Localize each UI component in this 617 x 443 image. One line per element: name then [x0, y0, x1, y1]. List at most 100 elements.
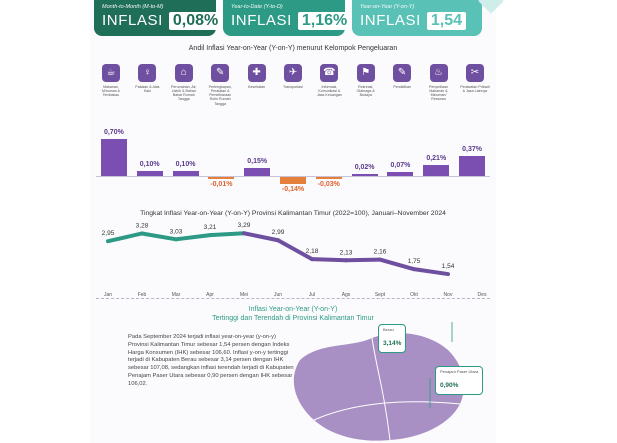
- ytd-label: INFLASI: [231, 12, 292, 29]
- inflation-line-chart: 2,95 3,28 3,03 3,21 3,29 2,99 2,18 2,13 2,16 1,75…: [102, 222, 487, 298]
- group-item: ♨ Penyediaan Makanan & Minuman/ Restoran: [424, 64, 454, 106]
- ppu-callout: Penajam Paser Utara 0,90%: [435, 366, 484, 395]
- month-tick-label: Mei: [240, 292, 248, 298]
- line-segment: [412, 267, 450, 277]
- bar-value-label: 0,10%: [175, 160, 196, 168]
- mtm-value: 0,08%: [168, 12, 223, 30]
- ytd-card: Year-to-Date (Y-to-D) INFLASI 1,16%: [223, 0, 352, 36]
- berau-value: 3,14%: [383, 340, 402, 347]
- bar: [315, 177, 342, 179]
- map-title: Inflasi Year-on-Year (Y-on-Y): [248, 306, 338, 313]
- berau-callout: Berau 3,14%: [378, 324, 407, 353]
- contribution-bar-chart: 0,70% 0,10% 0,10% -0,01% 0,15% -0,14% -0,03% 0,…: [90, 129, 496, 202]
- bar: [459, 156, 486, 176]
- section-divider: [96, 298, 490, 299]
- group-label: Pendidikan: [393, 85, 412, 89]
- line-segment: [378, 257, 416, 272]
- group-item: ⚑ Rekreasi, Olahraga & Budaya: [351, 64, 381, 106]
- line-segment: [140, 231, 178, 242]
- group-item: ⌂ Perumahan, Air, Listrik & Bahan Bakar R…: [169, 64, 199, 106]
- food-icon: ☕: [102, 64, 120, 82]
- ytd-value: 1,16%: [297, 12, 352, 30]
- bar: [280, 177, 306, 185]
- group-item: ✎ Perlengkapan, Peralatan & Pemeliharaan …: [205, 64, 235, 106]
- point-value-label: 3,03: [170, 228, 183, 235]
- bar-value-label: 0,10%: [139, 160, 160, 168]
- bar-value-label: -0,03%: [317, 181, 340, 188]
- point-value-label: 1,75: [408, 258, 421, 265]
- map-subtitle: Tertinggi dan Terendah di Provinsi Kalim…: [212, 315, 374, 322]
- point-value-label: 2,95: [102, 230, 115, 237]
- education-icon: ✎: [393, 64, 412, 82]
- group-label: Rekreasi, Olahraga & Budaya: [356, 85, 375, 98]
- line-segment: [344, 257, 382, 263]
- dress-icon: ♀: [138, 64, 157, 82]
- group-label: Perlengkapan, Peralatan & Pemeliharaan R…: [208, 85, 232, 106]
- bar: [244, 168, 271, 176]
- bar-baseline: [96, 176, 490, 177]
- month-tick-label: Mar: [172, 292, 181, 298]
- health-icon: ✚: [247, 64, 266, 82]
- month-tick-label: Okt: [410, 292, 418, 298]
- group-item: ☕ Makanan, Minuman & Tembakau: [96, 64, 126, 106]
- month-tick-label: Ags: [342, 292, 351, 298]
- group-label: Makanan, Minuman & Tembakau: [101, 85, 121, 98]
- mtm-label: INFLASI: [102, 12, 163, 29]
- bar-value-label: 0,07%: [390, 162, 411, 170]
- group-item: ✂ Perawatan Pribadi & Jasa Lainnya: [460, 64, 490, 106]
- group-item: ☎ Informasi, Komunikasi & Jasa Keuangan: [314, 64, 344, 106]
- bar: [100, 138, 127, 176]
- bar: [387, 172, 414, 176]
- point-value-label: 3,28: [136, 222, 149, 229]
- bar-value-label: -0,14%: [281, 186, 305, 194]
- group-item: ✈ Transportasi: [278, 64, 308, 106]
- group-label: Transportasi: [283, 85, 303, 89]
- point-value-label: 1,54: [442, 263, 455, 270]
- group-label: Penyediaan Makanan & Minuman/ Restoran: [429, 85, 448, 102]
- point-value-label: 2,16: [374, 249, 387, 256]
- point-value-label: 3,21: [204, 224, 217, 231]
- ppu-name: Penajam Paser Utara: [440, 369, 479, 374]
- bar: [351, 174, 378, 176]
- groups-title: Andil Inflasi Year-on-Year (Y-on-Y) menu…: [188, 45, 398, 52]
- yoy-label: INFLASI: [360, 12, 421, 29]
- month-tick-label: Apr: [206, 292, 214, 298]
- phone-icon: ☎: [320, 64, 339, 82]
- group-item: ♀ Pakaian & Alas Kaki: [132, 64, 162, 106]
- line-segment: [106, 231, 144, 244]
- plane-icon: ✈: [283, 64, 302, 82]
- bar-value-label: 0,15%: [247, 158, 268, 165]
- yoy-caption: Year-on-Year (Y-on-Y): [360, 4, 415, 10]
- group-label: Perumahan, Air, Listrik & Bahan Bakar Ru…: [170, 85, 197, 102]
- corner-fold: [478, 0, 504, 14]
- group-label: Informasi, Komunikasi & Jasa Keuangan: [316, 85, 342, 98]
- restaurant-icon: ♨: [429, 64, 448, 82]
- bar-value-label: 0,37%: [462, 146, 482, 154]
- month-tick-label: Jul: [309, 292, 315, 298]
- month-tick-label: Sept: [375, 292, 386, 298]
- bar-value-label: -0,01%: [210, 181, 233, 188]
- bar: [136, 170, 163, 176]
- regency-outline-2: [313, 401, 461, 421]
- house-icon: ⌂: [174, 64, 193, 82]
- point-value-label: 2,13: [340, 249, 353, 256]
- tools-icon: ✂: [465, 64, 484, 82]
- sport-icon: ⚑: [356, 64, 375, 82]
- ppu-value: 0,90%: [440, 382, 459, 389]
- line-segment: [310, 257, 348, 263]
- mtm-caption: Month-to-Month (M-to-M): [102, 4, 164, 10]
- group-item: ✚ Kesehatan: [242, 64, 272, 106]
- kaltim-map: [293, 322, 464, 441]
- month-tick-label: Jun: [274, 292, 282, 298]
- line-chart-title: Tingkat Inflasi Year-on-Year (Y-on-Y) Pr…: [140, 210, 446, 217]
- bar: [423, 164, 450, 176]
- bar-value-label: 0,70%: [103, 128, 124, 136]
- line-segment: [174, 233, 212, 242]
- summary-paragraph: Pada September 2024 terjadi inflasi year…: [128, 334, 294, 387]
- regency-outline: [371, 337, 391, 441]
- province-shape: [293, 333, 464, 441]
- month-tick-label: Nov: [444, 292, 453, 298]
- berau-name: Berau: [383, 327, 394, 332]
- month-tick-label: Jan: [104, 292, 112, 298]
- line-segment: [208, 231, 246, 238]
